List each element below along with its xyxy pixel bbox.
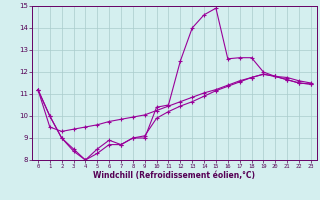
X-axis label: Windchill (Refroidissement éolien,°C): Windchill (Refroidissement éolien,°C) [93,171,255,180]
